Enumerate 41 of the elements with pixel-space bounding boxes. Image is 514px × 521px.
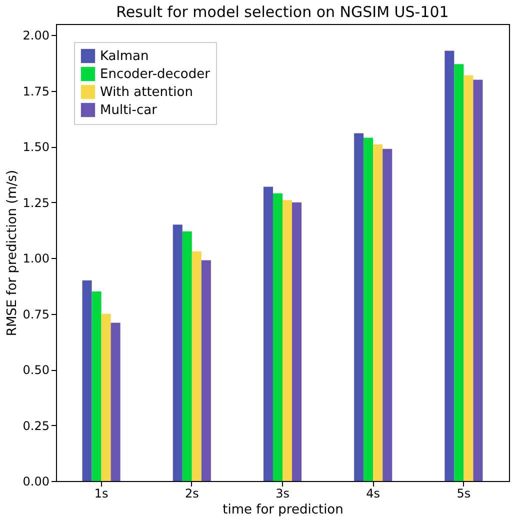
bar — [373, 144, 383, 481]
x-tick-label: 1s — [94, 486, 108, 500]
legend-label: Kalman — [100, 49, 149, 64]
bar — [382, 148, 392, 481]
bar — [192, 251, 202, 481]
bar — [201, 260, 211, 481]
y-tick-label: 1.25 — [22, 196, 50, 210]
bar — [354, 133, 364, 481]
bar — [473, 80, 483, 481]
bar — [364, 138, 374, 481]
x-tick-label: 5s — [456, 486, 471, 500]
bar — [464, 75, 474, 481]
x-tick-label: 2s — [184, 486, 199, 500]
bar — [444, 50, 454, 481]
y-tick-label: 0.50 — [22, 363, 50, 378]
y-tick-label: 2.00 — [22, 28, 50, 43]
x-tick-label: 3s — [276, 486, 290, 500]
legend-label: With attention — [100, 85, 193, 100]
y-tick-label: 0.00 — [22, 474, 50, 488]
y-axis-title: RMSE for prediction (m/s) — [4, 170, 20, 336]
bar — [101, 314, 111, 481]
bar — [454, 64, 464, 481]
bar — [263, 186, 273, 481]
y-tick-label: 0.25 — [22, 418, 50, 433]
bar — [282, 200, 292, 481]
legend-label: Multi-car — [100, 103, 158, 118]
y-tick-label: 0.75 — [22, 307, 50, 322]
y-tick-label: 1.75 — [22, 84, 50, 98]
x-axis-title: time for prediction — [222, 502, 344, 518]
y-tick-label: 1.50 — [22, 140, 50, 154]
bar — [182, 231, 192, 481]
legend-label: Encoder-decoder — [100, 67, 211, 82]
bar — [82, 280, 92, 481]
bar — [110, 322, 120, 481]
x-tick-label: 4s — [366, 486, 380, 500]
bar — [292, 202, 302, 481]
bar — [172, 224, 182, 481]
bar — [92, 292, 102, 481]
chart-title: Result for model selection on NGSIM US-101 — [116, 3, 449, 21]
bar — [272, 193, 282, 481]
y-tick-label: 1.00 — [22, 252, 50, 266]
